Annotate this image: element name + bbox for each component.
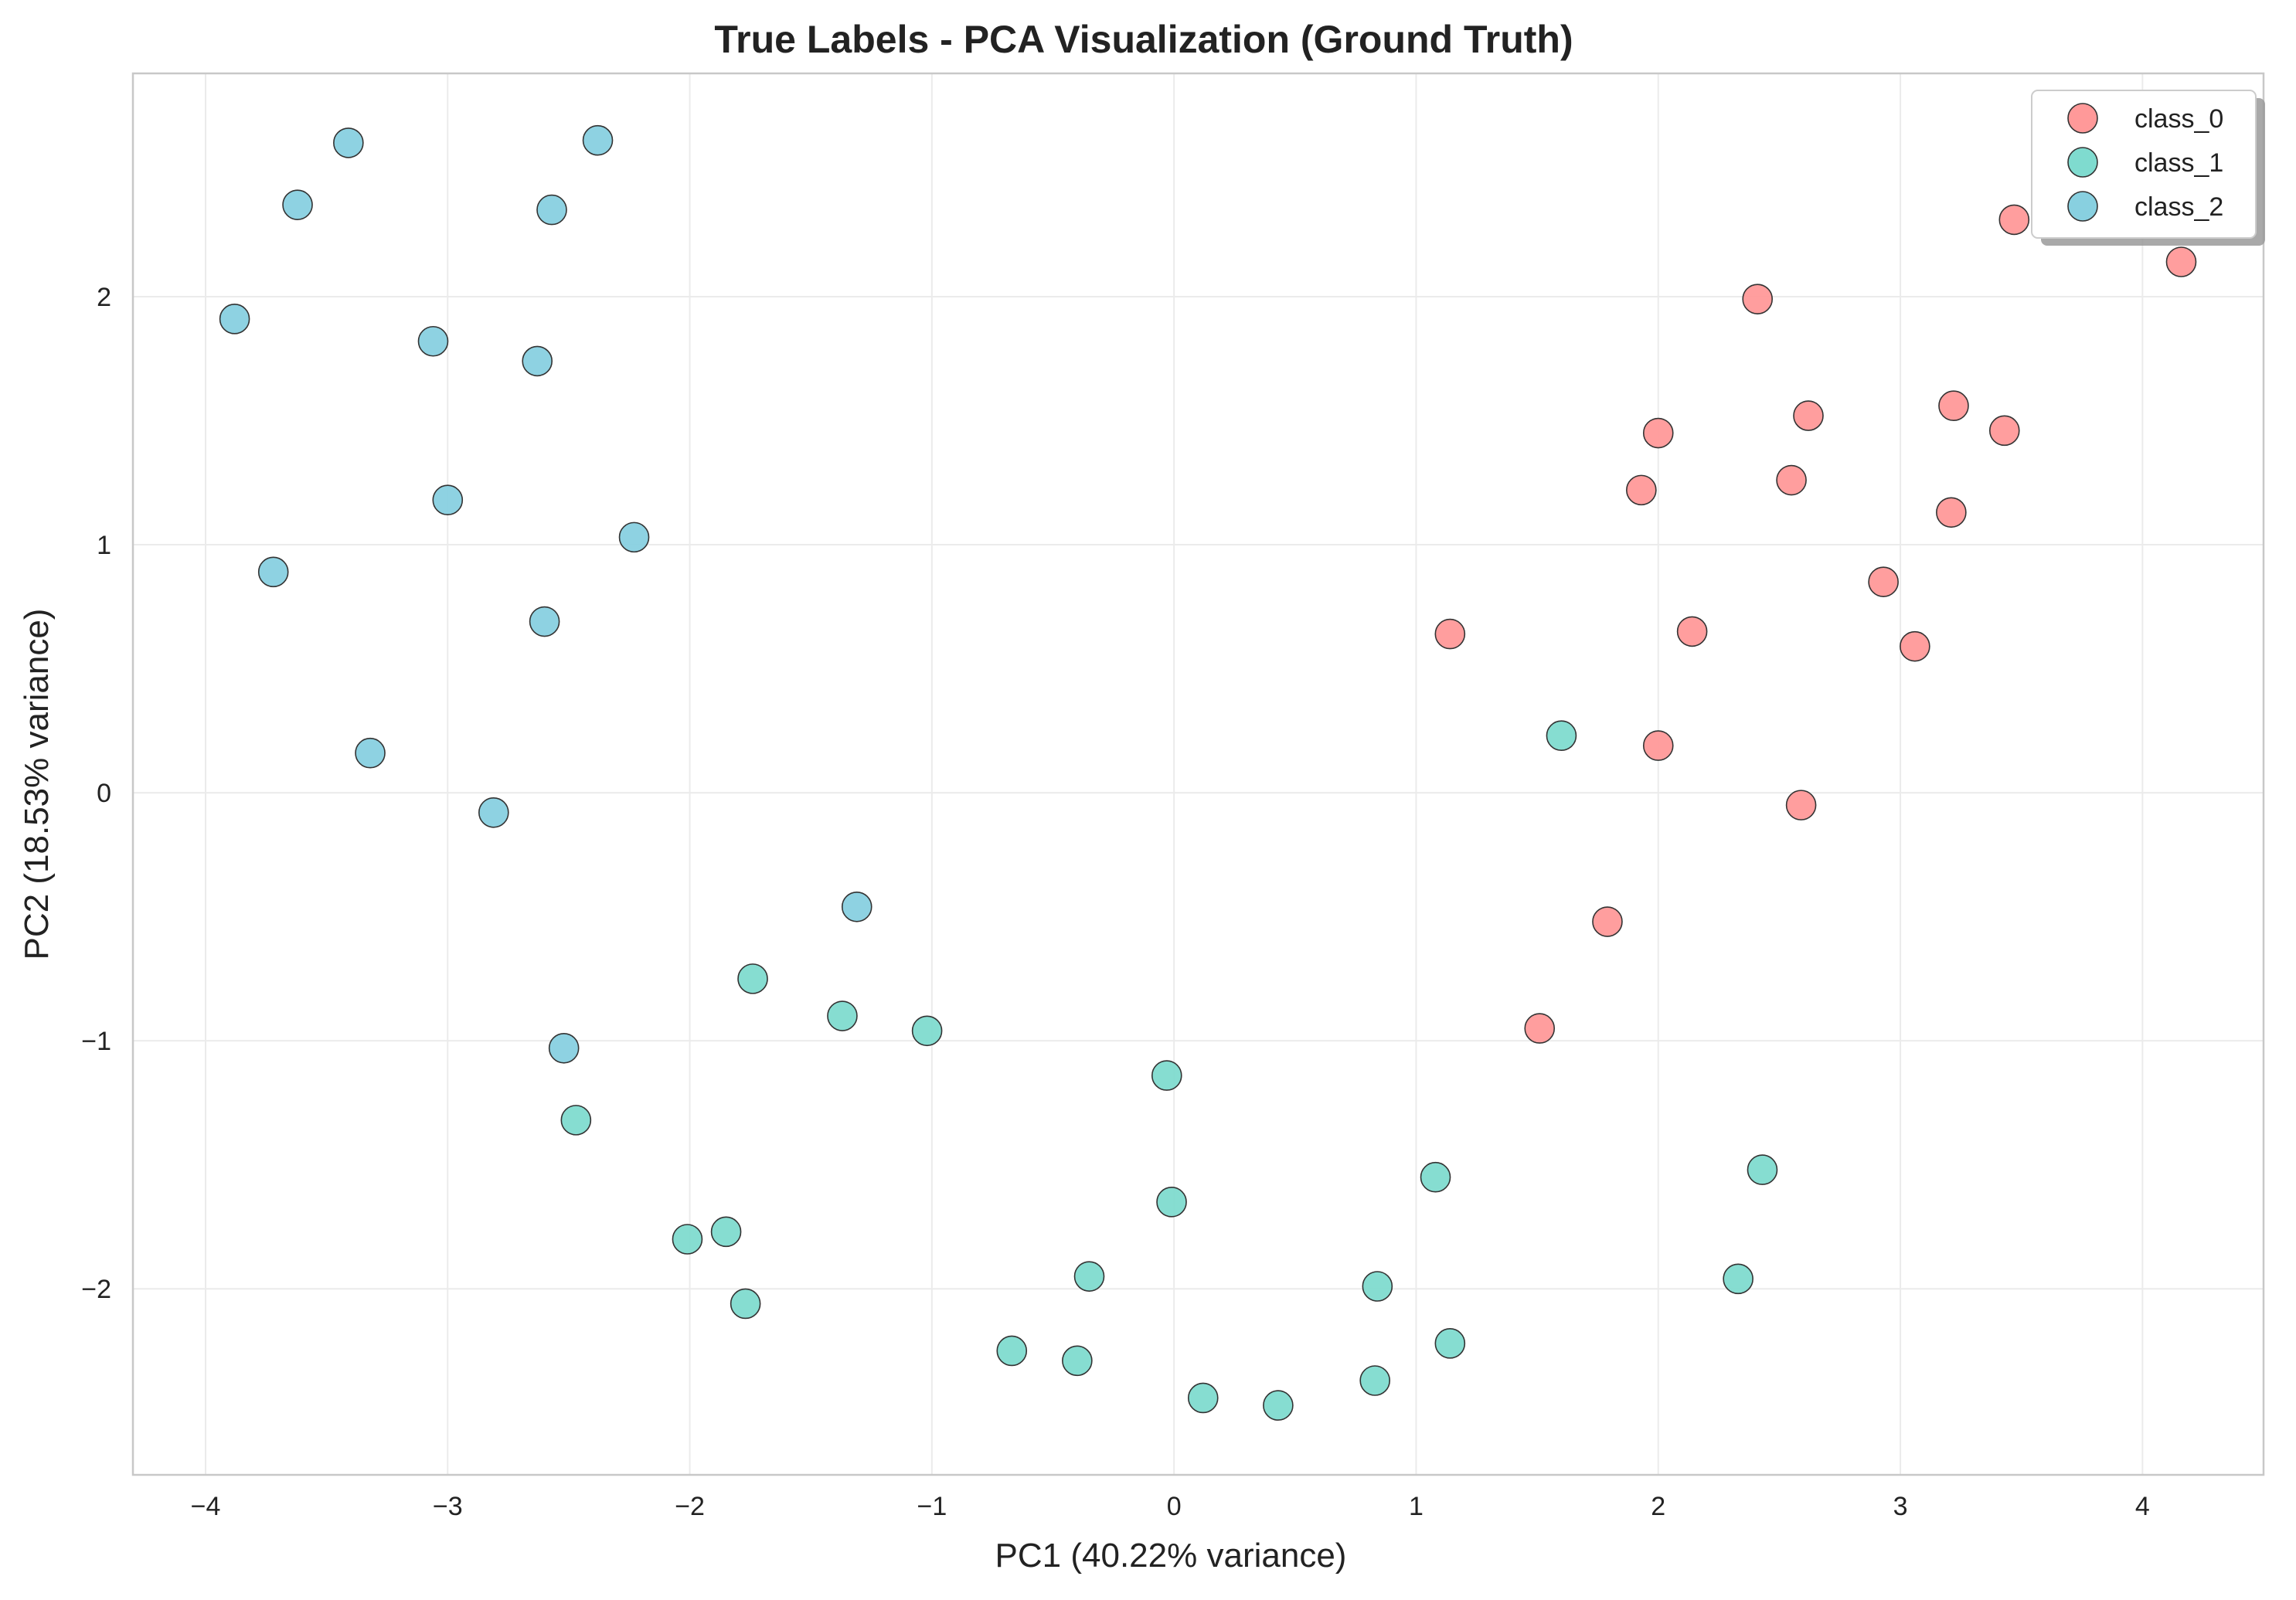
class_2-point <box>548 1032 580 1064</box>
class_1-point <box>1359 1365 1391 1396</box>
class_0-point <box>1626 474 1657 506</box>
class_1-point <box>1420 1161 1451 1193</box>
class_0-point <box>1434 618 1466 650</box>
x-tick-label: −2 <box>675 1492 705 1521</box>
legend-label-class_0: class_0 <box>2134 104 2223 134</box>
legend-label-class_1: class_1 <box>2134 148 2223 178</box>
class_0-point <box>1936 497 1967 528</box>
class_0-point <box>1592 906 1623 937</box>
class_0-point <box>1776 464 1807 496</box>
class_2-point <box>529 606 560 637</box>
x-tick-label: −4 <box>191 1492 221 1521</box>
class_0-point <box>1642 730 1674 761</box>
class_0-point <box>1793 400 1824 431</box>
x-tick-label: 0 <box>1167 1492 1182 1521</box>
data-points <box>219 124 2197 1421</box>
class_1-point <box>996 1335 1028 1367</box>
y-tick-label: 1 <box>97 531 111 560</box>
class_0-point <box>1785 790 1817 820</box>
class_0-point <box>1900 630 1930 662</box>
class_1-point <box>730 1288 761 1320</box>
y-tick-label: −1 <box>81 1027 111 1056</box>
class_1-point <box>1062 1345 1093 1377</box>
class_1-point <box>911 1015 943 1047</box>
class_1-point <box>1747 1154 1778 1185</box>
legend: class_0 class_1 class_2 <box>2031 90 2265 246</box>
grid <box>133 73 2264 1475</box>
x-tick-label: −3 <box>433 1492 463 1521</box>
x-axis-label: PC1 (40.22% variance) <box>995 1537 1347 1575</box>
class_1-point <box>1263 1390 1294 1421</box>
y-tick-label: 0 <box>97 779 111 808</box>
class_2-point <box>282 189 313 220</box>
class_2-point <box>522 345 553 377</box>
legend-marker-class_0 <box>2067 103 2098 134</box>
class_2-point <box>219 304 250 335</box>
class_2-point <box>841 891 872 922</box>
class_2-point <box>582 124 614 156</box>
class_0-point <box>1938 390 1969 422</box>
class_1-point <box>1073 1261 1105 1292</box>
chart-title: True Labels - PCA Visualization (Ground … <box>714 18 1573 61</box>
class_1-point <box>1156 1187 1187 1218</box>
class_0-point <box>1868 566 1899 597</box>
x-tick-label: 3 <box>1893 1492 1908 1521</box>
class_1-point <box>710 1216 742 1248</box>
class_1-point <box>1187 1382 1219 1414</box>
class_1-point <box>1434 1328 1466 1359</box>
class_0-point <box>1988 415 2020 447</box>
class_2-point <box>333 127 364 158</box>
class_0-point <box>1524 1013 1556 1044</box>
class_1-point <box>1362 1271 1393 1302</box>
class_1-point <box>560 1105 592 1136</box>
x-tick-label: −1 <box>917 1492 947 1521</box>
class_0-point <box>1642 417 1674 449</box>
class_0-point <box>2165 246 2197 277</box>
plot-frame <box>131 72 2265 1476</box>
class_1-point <box>737 963 768 994</box>
class_2-point <box>257 556 289 588</box>
class_2-point <box>432 484 464 516</box>
class_1-point <box>1723 1263 1753 1295</box>
class_1-point <box>672 1224 703 1255</box>
class_2-point <box>355 737 386 769</box>
class_2-point <box>417 325 449 357</box>
class_2-point <box>618 521 650 553</box>
class_2-point <box>478 797 509 828</box>
y-axis-ticks: −2 −1 0 1 2 <box>81 283 111 1304</box>
y-axis-label: PC2 (18.53% variance) <box>18 609 56 960</box>
y-tick-label: −2 <box>81 1275 111 1304</box>
class_1-point <box>1546 720 1577 752</box>
x-tick-label: 4 <box>2135 1492 2150 1521</box>
x-tick-label: 1 <box>1409 1492 1424 1521</box>
legend-entries: class_0 class_1 class_2 <box>2067 103 2223 222</box>
legend-marker-class_1 <box>2067 147 2098 178</box>
class_0-point <box>1742 284 1774 314</box>
class_2-point <box>536 194 567 226</box>
class_0-point <box>1676 616 1708 647</box>
class_0-point <box>1998 204 2030 236</box>
legend-marker-class_2 <box>2067 191 2098 222</box>
class_1-point <box>827 1000 858 1031</box>
legend-label-class_2: class_2 <box>2134 192 2223 222</box>
x-axis-ticks: −4 −3 −2 −1 0 1 2 3 4 <box>191 1492 2150 1521</box>
class_1-point <box>1151 1060 1182 1091</box>
x-tick-label: 2 <box>1651 1492 1665 1521</box>
y-tick-label: 2 <box>97 283 111 312</box>
